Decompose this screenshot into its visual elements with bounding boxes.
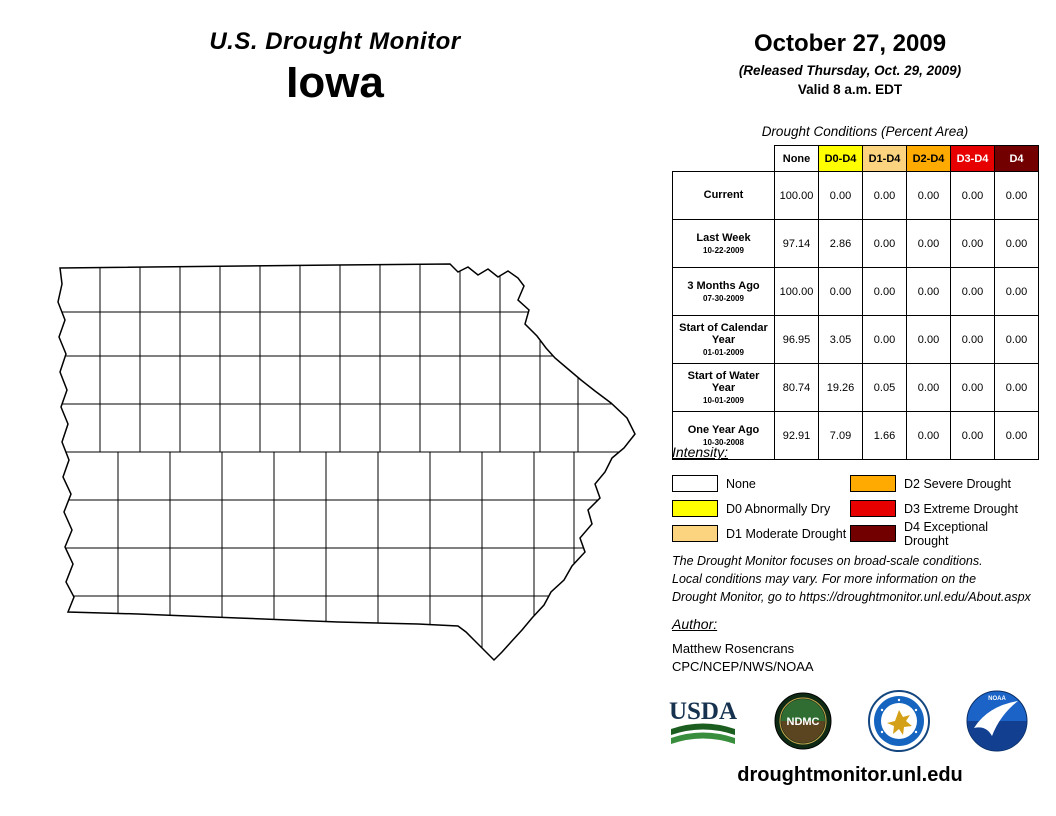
col-header-none: None (774, 145, 819, 172)
legend-item-d1: D1 Moderate Drought (672, 521, 850, 546)
value-cell: 3.05 (818, 315, 863, 364)
drought-conditions-table: None D0-D4 D1-D4 D2-D4 D3-D4 D4 Current … (672, 145, 1039, 460)
table-row-start-water-year: Start of Water Year 10-01-2009 80.74 19.… (672, 363, 1039, 412)
value-cell: 0.00 (950, 411, 995, 460)
legend-item-d2: D2 Severe Drought (850, 471, 1032, 496)
d2-swatch (850, 475, 896, 492)
row-label-cell: Start of Calendar Year 01-01-2009 (672, 315, 775, 364)
table-header-row: None D0-D4 D1-D4 D2-D4 D3-D4 D4 (672, 145, 1039, 172)
value-cell: 19.26 (818, 363, 863, 412)
none-swatch (672, 475, 718, 492)
col-header-d2d4: D2-D4 (906, 145, 951, 172)
value-cell: 0.00 (862, 171, 907, 220)
author-org: CPC/NCEP/NWS/NOAA (672, 659, 814, 674)
svg-text:USDA: USDA (669, 698, 737, 725)
value-cell: 96.95 (774, 315, 819, 364)
author-name: Matthew Rosencrans (672, 641, 795, 656)
map-date: October 27, 2009 (753, 30, 947, 57)
legend-item-none: None (672, 471, 850, 496)
value-cell: 7.09 (818, 411, 863, 460)
legend-item-d4: D4 Exceptional Drought (850, 520, 1032, 548)
value-cell: 0.00 (862, 219, 907, 268)
page-title: U.S. Drought Monitor (209, 28, 461, 55)
value-cell: 0.00 (950, 363, 995, 412)
value-cell: 1.66 (862, 411, 907, 460)
row-label-cell: Start of Water Year 10-01-2009 (672, 363, 775, 412)
value-cell: 0.00 (950, 267, 995, 316)
usda-logo: USDA (669, 698, 737, 744)
value-cell: 0.00 (950, 315, 995, 364)
d1-swatch (672, 525, 718, 542)
droughtmonitor-url: droughtmonitor.unl.edu (737, 764, 963, 786)
table-row-start-calendar-year: Start of Calendar Year 01-01-2009 96.95 … (672, 315, 1039, 364)
value-cell: 0.00 (994, 363, 1039, 412)
value-cell: 0.00 (994, 171, 1039, 220)
value-cell: 0.00 (994, 411, 1039, 460)
value-cell: 97.14 (774, 219, 819, 268)
table-row-last-week: Last Week 10-22-2009 97.14 2.86 0.00 0.0… (672, 219, 1039, 268)
value-cell: 0.00 (950, 171, 995, 220)
d3-swatch (850, 500, 896, 517)
value-cell: 0.00 (994, 267, 1039, 316)
value-cell: 0.00 (906, 411, 951, 460)
value-cell: 0.00 (994, 219, 1039, 268)
row-label-cell: Current (672, 171, 775, 220)
author-heading: Author: (672, 616, 718, 632)
value-cell: 0.00 (906, 315, 951, 364)
value-cell: 0.00 (862, 267, 907, 316)
date-block: October 27, 2009 (Released Thursday, Oct… (688, 30, 1012, 97)
value-cell: 0.00 (818, 267, 863, 316)
value-cell: 0.00 (906, 219, 951, 268)
value-cell: 80.74 (774, 363, 819, 412)
value-cell: 2.86 (818, 219, 863, 268)
value-cell: 0.00 (994, 315, 1039, 364)
d4-swatch (850, 525, 896, 542)
value-cell: 0.00 (862, 315, 907, 364)
table-row-one-year-ago: One Year Ago 10-30-2008 92.91 7.09 1.66 … (672, 411, 1039, 460)
legend-title: Intensity: (672, 444, 729, 460)
col-header-d0d4: D0-D4 (818, 145, 863, 172)
legend-item-d3: D3 Extreme Drought (850, 496, 1032, 521)
legend-item-d0: D0 Abnormally Dry (672, 496, 850, 521)
d0-swatch (672, 500, 718, 517)
table-corner-cell (672, 145, 775, 172)
commerce-seal (868, 690, 930, 752)
table-title: Drought Conditions (Percent Area) (761, 124, 969, 139)
value-cell: 100.00 (774, 267, 819, 316)
row-label-cell: 3 Months Ago 07-30-2009 (672, 267, 775, 316)
value-cell: 0.00 (906, 171, 951, 220)
table-row-current: Current 100.00 0.00 0.00 0.00 0.00 0.00 (672, 171, 1039, 220)
col-header-d4: D4 (994, 145, 1039, 172)
about-url: Drought Monitor, go to https://droughtmo… (672, 590, 1031, 604)
ndmc-logo: NDMC (774, 692, 832, 750)
svg-text:NOAA: NOAA (988, 696, 1006, 702)
noaa-logo: NOAA (966, 690, 1028, 752)
value-cell: 92.91 (774, 411, 819, 460)
value-cell: 0.00 (906, 363, 951, 412)
author-block: Author: Matthew Rosencrans CPC/NCEP/NWS/… (672, 616, 1032, 676)
agency-logos: USDA NDMC NOAA (668, 690, 1028, 752)
iowa-county-map (38, 252, 648, 667)
state-name: Iowa (286, 58, 384, 107)
value-cell: 100.00 (774, 171, 819, 220)
svg-text:NDMC: NDMC (787, 716, 820, 728)
valid-time: Valid 8 a.m. EDT (797, 82, 903, 97)
value-cell: 0.00 (818, 171, 863, 220)
intensity-legend: Intensity: None D0 Abnormally Dry D1 Mod… (672, 444, 1032, 548)
iowa-map-svg (57, 263, 636, 662)
row-label-cell: Last Week 10-22-2009 (672, 219, 775, 268)
col-header-d3d4: D3-D4 (950, 145, 995, 172)
legend-grid: None D0 Abnormally Dry D1 Moderate Droug… (672, 471, 1032, 548)
table-row-3-months-ago: 3 Months Ago 07-30-2009 100.00 0.00 0.00… (672, 267, 1039, 316)
col-header-d1d4: D1-D4 (862, 145, 907, 172)
release-date: (Released Thursday, Oct. 29, 2009) (738, 63, 962, 78)
iowa-state-outline (57, 263, 636, 662)
disclaimer-text: The Drought Monitor focuses on broad-sca… (672, 552, 1034, 606)
county-grid (58, 264, 635, 660)
value-cell: 0.05 (862, 363, 907, 412)
value-cell: 0.00 (906, 267, 951, 316)
value-cell: 0.00 (950, 219, 995, 268)
